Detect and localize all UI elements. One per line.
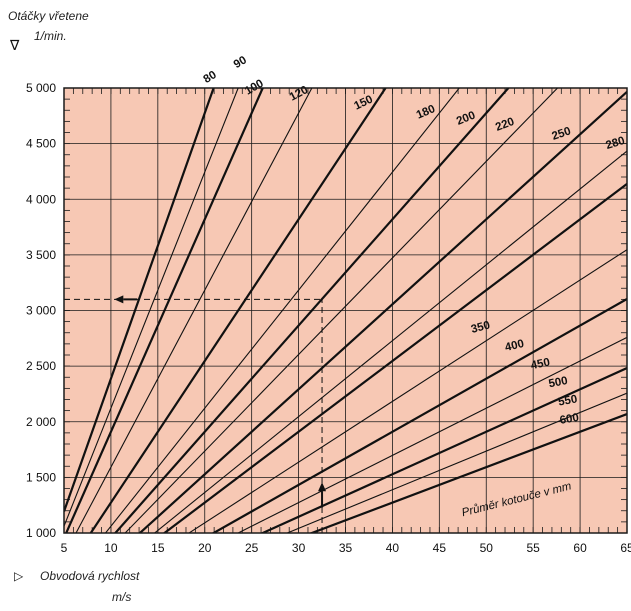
y-tick-label: 1 000 [26, 526, 56, 540]
x-axis-title: Obvodová rychlost [40, 569, 140, 583]
y-tick-label: 1 500 [26, 470, 56, 484]
series-line-300 [162, 183, 627, 533]
x-axis-arrow-icon: ▷ [14, 569, 24, 583]
x-tick-label: 5 [61, 541, 68, 555]
y-tick-labels: 1 000 1 500 2 000 2 500 3 000 3 500 4 000 4 500… [26, 81, 56, 540]
series-line-280 [153, 150, 627, 533]
series-line-220 [124, 88, 558, 533]
y-tick-label: 3 000 [26, 304, 56, 318]
series-label-80: 80 [202, 69, 219, 86]
y-tick-label: 5 000 [26, 81, 56, 95]
series-line-550 [285, 392, 627, 533]
x-tick-label: 40 [386, 541, 400, 555]
y-axis-arrow-icon: ∇ [9, 37, 20, 53]
axis-titles: Otáčky vřetene ∇ 1/min. ▷ Obvodová rychl… [8, 9, 140, 604]
y-tick-label: 2 000 [26, 415, 56, 429]
series-line-450 [236, 336, 627, 533]
series-line-500 [260, 367, 627, 533]
x-tick-label: 20 [198, 541, 212, 555]
y-axis-title: Otáčky vřetene [8, 9, 89, 23]
series-label-500: 500 [548, 375, 569, 390]
x-axis-unit: m/s [112, 590, 131, 604]
x-tick-label: 55 [526, 541, 540, 555]
x-tick-labels: 5 10 15 20 25 30 35 40 45 50 55 60 65 [61, 541, 631, 555]
series-line-100 [65, 88, 264, 533]
series-line-200 [113, 88, 510, 533]
series-line-350 [188, 249, 627, 533]
series-label-550: 550 [557, 393, 578, 408]
series-lines [64, 88, 627, 533]
series-line-150 [89, 88, 387, 533]
series-label-600: 600 [559, 412, 580, 427]
series-line-600 [308, 413, 627, 533]
series-line-90 [64, 88, 239, 527]
x-tick-label: 50 [480, 541, 494, 555]
x-tick-label: 15 [151, 541, 165, 555]
reference-lines [64, 298, 323, 533]
x-tick-label: 30 [292, 541, 306, 555]
series-line-120 [75, 88, 313, 533]
series-label-450: 450 [530, 356, 551, 372]
y-tick-label: 2 500 [26, 359, 56, 373]
series-labels: 8090100120150180200220250280300350400450… [202, 54, 627, 427]
reference-arrow-left-icon [114, 295, 124, 304]
series-line-400 [211, 298, 627, 533]
series-label-250: 250 [550, 125, 572, 143]
x-tick-label: 10 [104, 541, 118, 555]
series-line-250 [138, 91, 627, 533]
series-label-400: 400 [504, 338, 525, 354]
y-tick-label: 4 500 [26, 137, 56, 151]
x-tick-label: 65 [620, 541, 631, 555]
series-label-350: 350 [470, 319, 492, 336]
x-tick-label: 45 [433, 541, 447, 555]
x-tick-label: 25 [245, 541, 259, 555]
x-tick-label: 35 [339, 541, 353, 555]
x-tick-label: 60 [573, 541, 587, 555]
series-line-180 [104, 88, 460, 533]
plot-frame [63, 87, 628, 534]
y-tick-label: 4 000 [26, 192, 56, 206]
y-axis-unit: 1/min. [34, 29, 67, 43]
reference-arrow-up-icon [318, 482, 327, 492]
series-label-90: 90 [232, 54, 249, 71]
y-tick-label: 3 500 [26, 248, 56, 262]
series-label-280: 280 [604, 135, 626, 152]
